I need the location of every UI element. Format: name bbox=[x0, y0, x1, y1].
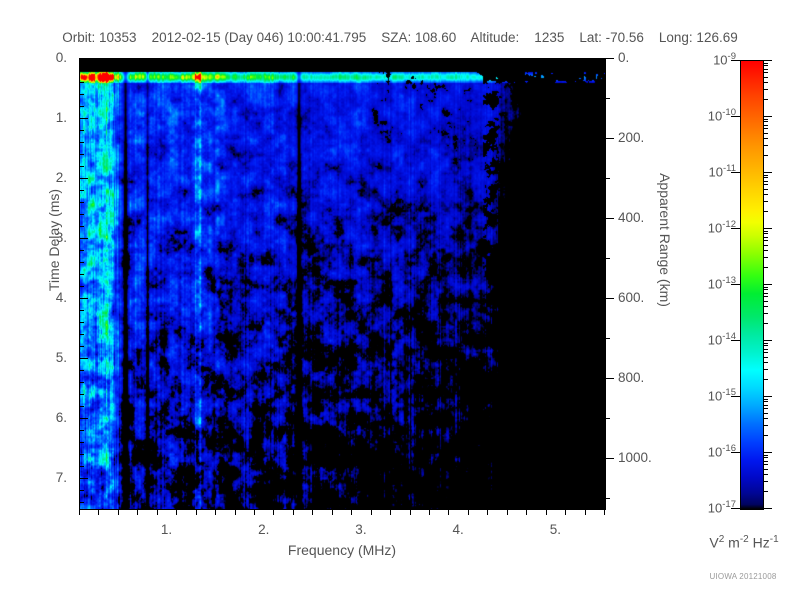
x-tick-label: 2. bbox=[258, 522, 270, 537]
colorbar-tick-label: 10-14 bbox=[707, 331, 736, 348]
colorbar-gradient bbox=[741, 61, 763, 509]
x-axis-title: Frequency (MHz) bbox=[287, 542, 397, 558]
colorbar-units-label: V2 m-2 Hz-1 bbox=[709, 534, 779, 551]
colorbar-tick-label: 10-11 bbox=[708, 163, 737, 180]
axis-tick bbox=[605, 378, 614, 379]
colorbar-tick bbox=[763, 508, 772, 509]
colorbar-tick bbox=[763, 60, 772, 61]
y-right-tick-label: 800. bbox=[618, 370, 645, 386]
y-left-tick-label: 5. bbox=[55, 350, 67, 365]
colorbar-tick bbox=[763, 228, 772, 229]
radargram-plot-area bbox=[79, 58, 606, 510]
axis-tick bbox=[605, 298, 614, 299]
y-right-tick-label: 200. bbox=[618, 130, 645, 146]
y-left-tick-label: 3. bbox=[55, 230, 67, 245]
header-full-text: Orbit: 10353 2012-02-15 (Day 046) 10:00:… bbox=[62, 29, 738, 45]
y-axis-right-title: Apparent Range (km) bbox=[657, 173, 673, 307]
y-right-tick-label: 600. bbox=[618, 290, 645, 306]
colorbar-tick bbox=[763, 172, 772, 173]
axis-tick bbox=[605, 58, 614, 59]
radargram-image bbox=[80, 59, 605, 509]
colorbar-tick-label: 10-17 bbox=[707, 499, 736, 516]
x-tick-label: 1. bbox=[160, 522, 173, 537]
colorbar-tick bbox=[763, 452, 772, 453]
colorbar bbox=[740, 60, 764, 510]
colorbar-tick bbox=[763, 396, 772, 397]
y-axis-left-title: Time Delay (ms) bbox=[46, 188, 62, 292]
colorbar-tick bbox=[763, 284, 772, 285]
axis-tick bbox=[605, 218, 614, 219]
colorbar-tick-label: 10-16 bbox=[707, 443, 736, 460]
colorbar-tick bbox=[763, 116, 772, 117]
y-right-tick-label: 1000. bbox=[618, 450, 652, 466]
colorbar-tick-label: 10-12 bbox=[707, 219, 736, 236]
y-right-tick-label: 400. bbox=[618, 210, 645, 226]
y-left-tick-label: 0. bbox=[55, 50, 67, 65]
y-left-tick-label: 7. bbox=[55, 470, 67, 485]
y-left-tick-label: 6. bbox=[55, 410, 67, 425]
x-tick-label: 4. bbox=[452, 522, 464, 537]
header-info-line: Orbit: 10353 2012-02-15 (Day 046) 10:00:… bbox=[0, 28, 800, 46]
axis-tick bbox=[605, 138, 614, 139]
colorbar-tick-labels: 10-9 10-10 10-11 10-12 10-13 10-14 10-15 10-16 1… bbox=[690, 0, 736, 600]
y-left-tick-label: 1. bbox=[55, 110, 67, 125]
colorbar-tick-label: 10-13 bbox=[707, 275, 736, 292]
x-tick-label: 5. bbox=[549, 522, 562, 537]
colorbar-tick bbox=[763, 340, 772, 341]
colorbar-tick-label: 10-15 bbox=[707, 387, 736, 404]
y-left-tick-label: 4. bbox=[55, 290, 67, 305]
axis-tick bbox=[605, 458, 614, 459]
y-right-tick-label: 0. bbox=[618, 50, 630, 65]
colorbar-tick-label: 10-9 bbox=[713, 51, 736, 68]
y-left-tick-label: 2. bbox=[55, 170, 67, 185]
credit-text: UIOWA 20121008 bbox=[709, 572, 777, 581]
colorbar-tick-label: 10-10 bbox=[707, 107, 736, 124]
x-tick-label: 3. bbox=[355, 522, 367, 537]
